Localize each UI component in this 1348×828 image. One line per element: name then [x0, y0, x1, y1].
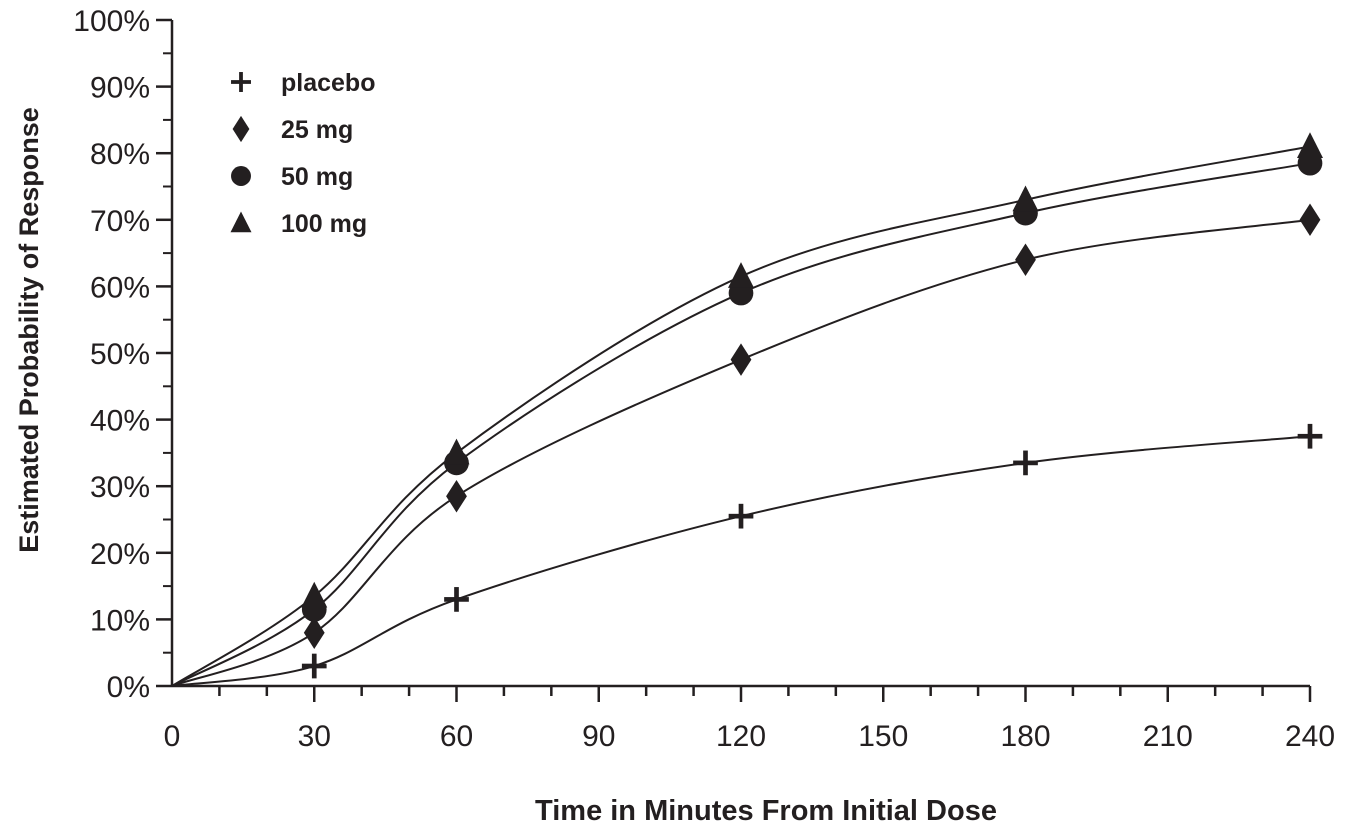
series-line-0 [171, 435, 1311, 687]
x-tick-label: 240 [1285, 720, 1335, 753]
data-point-plus [728, 503, 754, 529]
y-tick-label: 60% [90, 271, 150, 304]
x-tick-label: 60 [440, 720, 473, 753]
data-point-triangle [443, 438, 470, 465]
y-tick-label: 70% [90, 205, 150, 238]
y-tick-label: 90% [90, 72, 150, 105]
x-tick-label: 210 [1143, 720, 1193, 753]
y-tick-label: 50% [90, 338, 150, 371]
data-point-plus [1297, 423, 1323, 449]
y-tick-label: 10% [90, 604, 150, 637]
x-tick-label: 30 [298, 720, 331, 753]
y-tick-label: 0% [107, 671, 150, 704]
y-tick-label: 30% [90, 471, 150, 504]
data-point-plus [1013, 450, 1038, 476]
legend: placebo 25 mg 50 mg 100 mg [230, 69, 375, 238]
data-point-diamond [303, 616, 325, 649]
x-tick-label: 90 [582, 720, 615, 753]
legend-marker-plus [231, 72, 251, 92]
legend-label: 100 mg [281, 210, 367, 238]
y-ticks: 0% 10% 20% 30% 40% 50% 60% 70% 80% 90% 100% [73, 5, 172, 704]
data-point-triangle [1297, 132, 1323, 158]
data-point-triangle [728, 262, 754, 288]
x-tick-label: 0 [164, 720, 181, 753]
series-markers [301, 132, 1323, 679]
legend-label: placebo [281, 69, 375, 97]
y-axis-title: Estimated Probability of Response [14, 107, 44, 553]
legend-marker-circle [231, 166, 251, 186]
x-tick-label: 180 [1000, 720, 1050, 753]
legend-marker-triangle [230, 211, 252, 233]
legend-label: 25 mg [281, 116, 353, 144]
data-point-diamond [446, 479, 467, 513]
y-tick-label: 40% [90, 405, 150, 438]
x-axis-title: Time in Minutes From Initial Dose [535, 795, 997, 827]
y-tick-label: 100% [73, 5, 150, 38]
data-point-triangle [301, 581, 328, 608]
data-point-diamond [1015, 243, 1036, 277]
y-tick-label: 20% [90, 538, 150, 571]
data-point-plus [301, 653, 327, 679]
legend-label: 50 mg [281, 163, 353, 191]
y-tick-label: 80% [90, 138, 150, 171]
data-point-triangle [1012, 185, 1039, 212]
x-tick-label: 150 [858, 720, 908, 753]
data-point-plus [444, 587, 469, 612]
x-tick-label: 120 [716, 720, 766, 753]
legend-marker-diamond [232, 115, 250, 143]
data-point-diamond [730, 343, 752, 376]
data-point-diamond [1299, 203, 1321, 237]
x-ticks: 0 30 60 90 120 150 180 210 240 [164, 686, 1335, 753]
